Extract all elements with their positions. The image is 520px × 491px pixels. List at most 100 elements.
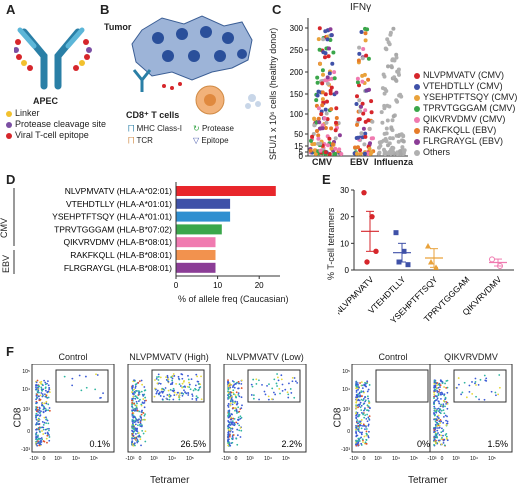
flow-event bbox=[41, 438, 44, 441]
flow-event bbox=[35, 418, 38, 421]
flow-event bbox=[135, 383, 138, 385]
c-dot bbox=[389, 126, 394, 131]
flow-event bbox=[231, 427, 234, 430]
flow-event bbox=[35, 438, 38, 441]
flow-event bbox=[440, 403, 442, 406]
flow-event bbox=[442, 421, 445, 424]
c-ytick-label: 250 bbox=[290, 46, 304, 55]
c-ytick-label: 50 bbox=[294, 130, 303, 139]
flow-event bbox=[227, 393, 230, 396]
flow-event bbox=[134, 444, 136, 447]
flow-event bbox=[433, 413, 435, 415]
flow-event bbox=[187, 378, 190, 381]
linker-dot-icon bbox=[6, 110, 12, 117]
legend-linker: Linker bbox=[6, 108, 106, 119]
flow-event bbox=[272, 391, 275, 394]
c-ytick-label: 100 bbox=[290, 110, 304, 119]
flow-event bbox=[144, 440, 147, 443]
flow-event bbox=[188, 383, 191, 386]
flow-event bbox=[227, 385, 230, 388]
flow-event bbox=[441, 382, 444, 385]
flow-event bbox=[35, 398, 38, 401]
flow-event bbox=[436, 408, 439, 410]
c-dot bbox=[383, 87, 388, 92]
flow-event bbox=[35, 414, 37, 417]
flow-event bbox=[182, 386, 185, 388]
c-dot bbox=[388, 32, 393, 37]
flow-event bbox=[45, 418, 48, 421]
c-dot bbox=[318, 141, 323, 146]
c-legend-1: VTEHDTLLY (CMV) bbox=[414, 81, 517, 92]
flow-event bbox=[185, 392, 188, 395]
f-xlabel-right: Tetramer bbox=[408, 475, 448, 486]
flow-event bbox=[140, 424, 143, 426]
c-dot bbox=[386, 151, 391, 156]
flow-event bbox=[44, 389, 47, 392]
flow-event bbox=[440, 431, 443, 434]
flow-xtick: 10³ bbox=[150, 456, 158, 462]
flow-event bbox=[366, 395, 369, 398]
flow-event bbox=[43, 416, 46, 419]
flow-event bbox=[45, 396, 48, 399]
flow-event bbox=[363, 409, 365, 412]
flow-event bbox=[195, 373, 198, 376]
flow-event bbox=[40, 380, 43, 383]
flow-event bbox=[194, 388, 197, 391]
flow-xtick: -10³ bbox=[222, 456, 231, 462]
t-cell-icon bbox=[195, 85, 225, 115]
flow-event bbox=[133, 393, 135, 395]
c-dot bbox=[327, 71, 332, 76]
flow-event bbox=[159, 395, 162, 397]
flow-event bbox=[71, 384, 74, 387]
flow-ytick: 10³ bbox=[343, 407, 351, 413]
flow-event bbox=[443, 393, 446, 396]
flow-event bbox=[438, 434, 441, 436]
flow-event bbox=[131, 389, 134, 392]
flow-event bbox=[364, 407, 366, 410]
e-point bbox=[393, 230, 399, 236]
c-ytick-label: 15 bbox=[294, 142, 303, 151]
flow-event bbox=[442, 429, 445, 431]
flow-event bbox=[132, 395, 135, 398]
flow-event bbox=[468, 390, 471, 393]
flow-event bbox=[438, 440, 441, 443]
panel-c-letter: C bbox=[272, 2, 282, 17]
flow-event bbox=[230, 418, 232, 421]
flow-event bbox=[78, 374, 81, 377]
flow-event bbox=[357, 444, 360, 446]
flow-event bbox=[132, 414, 134, 416]
d-bar bbox=[176, 211, 231, 222]
flow-event bbox=[360, 411, 363, 414]
c-dot bbox=[400, 145, 405, 150]
flow-event bbox=[42, 411, 45, 413]
c-dot bbox=[329, 126, 334, 131]
flow-event bbox=[47, 384, 50, 387]
flow-event bbox=[169, 388, 172, 391]
c-legend-6: FLRGRAYGL (EBV) bbox=[414, 136, 517, 147]
flow-event bbox=[236, 434, 239, 437]
panel-a-letter: A bbox=[6, 2, 16, 17]
c-dot bbox=[393, 77, 398, 82]
flow-event bbox=[38, 391, 40, 394]
c-dot bbox=[323, 107, 328, 112]
flow-event bbox=[446, 391, 449, 394]
flow-event bbox=[231, 403, 234, 406]
flow-event bbox=[99, 397, 101, 399]
flow-event bbox=[358, 391, 361, 394]
flow-event bbox=[40, 382, 42, 385]
flow-event bbox=[228, 442, 231, 444]
legend-mhc: ⨅ MHC Class-I bbox=[128, 124, 182, 133]
flow-event bbox=[42, 433, 45, 435]
flow-event bbox=[84, 375, 87, 378]
flow-event bbox=[264, 393, 267, 396]
flow-event bbox=[159, 376, 162, 379]
flow-event bbox=[240, 387, 243, 389]
c-dot bbox=[377, 145, 381, 150]
flow-event bbox=[135, 400, 138, 403]
flow-event bbox=[359, 431, 361, 434]
flow-event bbox=[173, 394, 176, 397]
flow-plot-title: NLVPMVATV (High) bbox=[129, 352, 209, 362]
flow-event bbox=[368, 415, 371, 417]
flow-event bbox=[273, 378, 276, 381]
flow-event bbox=[46, 441, 48, 444]
